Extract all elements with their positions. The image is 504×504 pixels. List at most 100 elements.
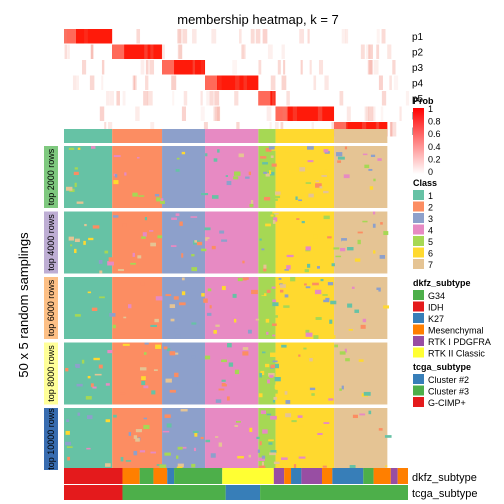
dkfz-legend-swatch: [413, 324, 424, 335]
cell-noise: [331, 263, 335, 267]
dkfz-segment: [64, 468, 123, 484]
cell-noise: [359, 413, 366, 416]
cell-noise: [154, 193, 160, 197]
cell-noise: [68, 236, 74, 241]
cell-noise: [120, 456, 124, 462]
cell-noise: [234, 424, 238, 427]
class-bar: [64, 129, 388, 143]
cell-noise: [332, 335, 336, 339]
row-split-bands: top 2000 rows top 4000 rows top 6000 rows t…: [44, 146, 58, 470]
tcga-segment: [122, 485, 226, 500]
cell-noise: [150, 451, 156, 454]
cell-noise: [66, 446, 73, 448]
cell-noise: [94, 373, 102, 376]
cell-noise: [178, 302, 186, 306]
tcga-segment: [260, 485, 408, 500]
cell-noise: [305, 246, 311, 251]
cell-noise: [274, 363, 280, 369]
cell-noise: [275, 195, 281, 199]
cell-noise: [225, 175, 229, 177]
cell-noise: [350, 189, 356, 194]
cell-noise: [263, 264, 267, 269]
dkfz-legend-label: K27: [428, 314, 444, 324]
cell-noise: [262, 162, 268, 165]
prob-legend-tick: 0.2: [428, 154, 441, 164]
prob-speckle: [200, 106, 205, 121]
cell-block-1: [64, 146, 113, 208]
cell-noise: [81, 359, 85, 364]
cell-noise: [132, 252, 135, 257]
dkfz-segment: [322, 468, 333, 484]
cell-noise: [87, 375, 91, 379]
split-band-3: [44, 277, 58, 339]
cell-noise: [112, 215, 119, 218]
cell-noise: [322, 294, 328, 296]
prob-speckle: [243, 75, 247, 90]
prob-speckle: [281, 75, 287, 90]
cell-noise: [190, 216, 198, 218]
class-legend-label: 5: [428, 237, 433, 247]
prob-speckle: [149, 60, 155, 75]
cell-block-1: [64, 277, 113, 339]
cell-noise: [324, 169, 328, 173]
cell-noise: [194, 432, 198, 437]
prob-speckle: [341, 29, 346, 44]
y-side-label: 50 x 5 random samplings: [16, 232, 31, 378]
cell-noise: [323, 149, 329, 153]
prob-speckle: [241, 44, 246, 59]
cell-noise: [309, 387, 316, 391]
annotation-bars: dkfz_subtype tcga_subtype: [64, 468, 477, 500]
cell-noise: [237, 456, 244, 459]
cell-noise: [181, 277, 185, 281]
tcga-legend-swatch: [413, 374, 424, 384]
cell-noise: [162, 430, 170, 433]
cell-noise: [323, 215, 330, 220]
cell-noise: [271, 198, 278, 201]
cell-noise: [192, 151, 195, 154]
cell-noise: [113, 180, 119, 185]
class-legend-title: Class: [413, 178, 437, 188]
cell-noise: [301, 277, 304, 282]
split-label-1: top 2000 rows: [46, 148, 56, 205]
tcga-legend-label: Cluster #2: [428, 375, 469, 385]
cell-noise: [315, 317, 322, 320]
prob-speckle: [213, 106, 216, 121]
cell-noise: [242, 260, 245, 264]
cell-noise: [206, 312, 212, 316]
cell-noise: [373, 178, 376, 182]
cell-noise: [265, 223, 271, 227]
cell-noise: [176, 466, 183, 469]
prob-fade-p5: [258, 91, 271, 106]
cell-noise: [83, 240, 86, 245]
cell-noise: [313, 335, 319, 339]
prob-speckle: [258, 60, 262, 75]
cell-noise: [354, 309, 360, 313]
prob-legend-title: Prob: [413, 96, 434, 106]
cell-noise: [368, 168, 373, 171]
cell-noise: [122, 223, 127, 228]
prob-speckle: [144, 44, 148, 59]
cell-noise: [271, 389, 278, 394]
cell-noise: [266, 289, 271, 293]
cell-noise: [285, 413, 292, 418]
cell-noise: [362, 220, 368, 223]
cell-noise: [156, 197, 161, 202]
cell-noise: [169, 304, 176, 309]
prob-speckle: [367, 60, 373, 75]
cell-noise: [233, 176, 239, 180]
cell-noise: [358, 359, 364, 362]
cell-noise: [211, 245, 216, 250]
cell-noise: [373, 250, 376, 254]
cell-noise: [368, 410, 372, 415]
cell-noise: [293, 464, 297, 468]
cell-noise: [266, 413, 272, 416]
cell-noise: [259, 441, 262, 446]
cell-noise: [181, 253, 184, 258]
cell-noise: [274, 212, 279, 215]
prob-speckle: [373, 60, 379, 75]
prob-speckle: [250, 29, 255, 44]
prob-row-label-p2: p2: [412, 48, 424, 59]
prob-row-p5: [64, 91, 408, 106]
prob-speckle: [217, 75, 222, 90]
cell-noise: [77, 412, 81, 416]
